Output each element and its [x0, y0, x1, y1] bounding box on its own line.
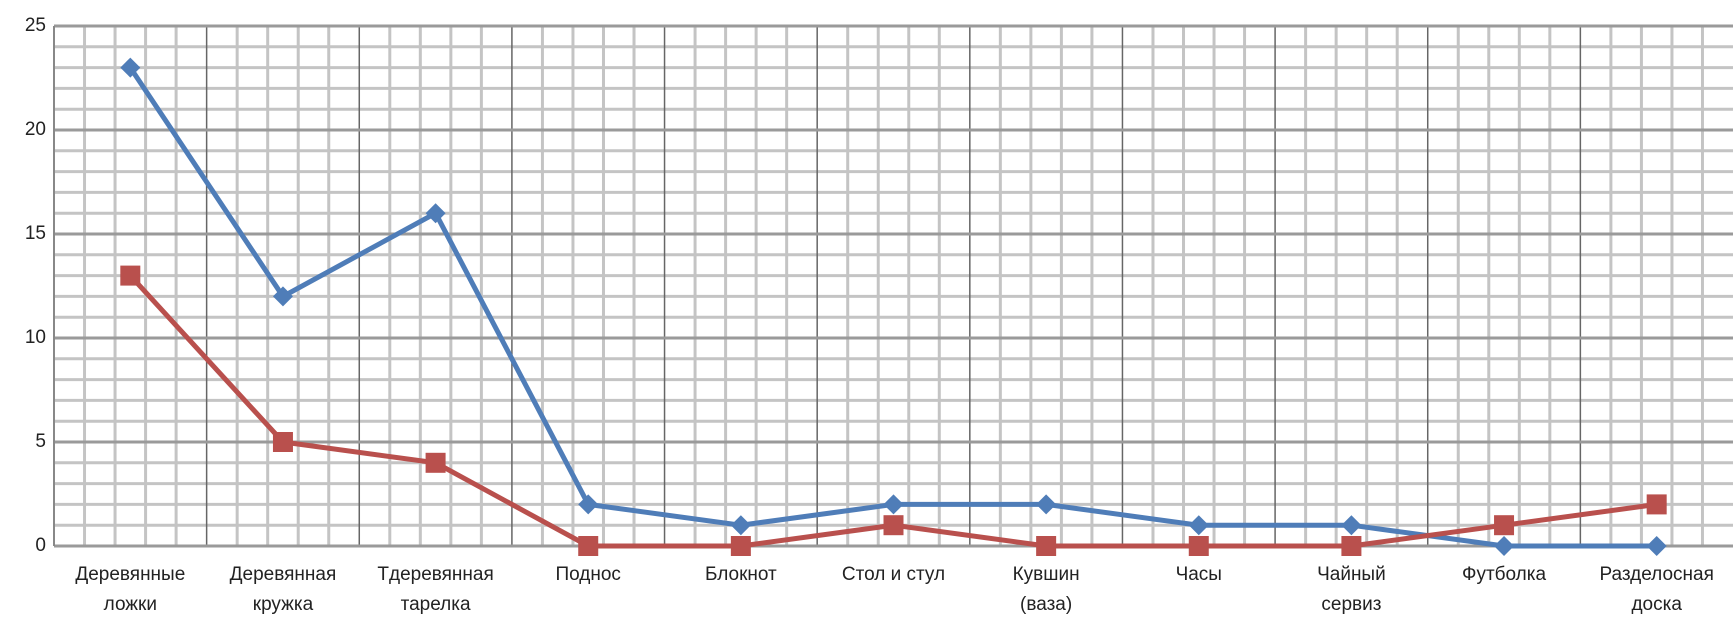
x-tick-label: Блокнот	[704, 564, 777, 585]
x-tick-label: Поднос	[555, 564, 621, 585]
marker	[1341, 515, 1362, 536]
x-tick-label: Разделосная доска	[1599, 564, 1714, 615]
marker	[578, 494, 599, 515]
marker	[1646, 494, 1667, 515]
x-tick-label: Деревянные ложки	[75, 564, 186, 615]
marker	[1341, 536, 1362, 556]
x-tick-label: Тдеревянная тарелка	[377, 564, 494, 615]
marker	[883, 515, 904, 536]
marker	[1188, 515, 1209, 536]
x-tick-label: Стол и стул	[841, 564, 946, 585]
marker	[730, 515, 751, 536]
marker	[120, 57, 141, 78]
marker	[1036, 536, 1057, 556]
x-tick-label: Футболка	[1462, 564, 1547, 585]
y-tick-label: 25	[25, 15, 46, 36]
marker	[425, 452, 446, 473]
y-tick-label: 15	[25, 223, 46, 244]
y-tick-label: 0	[35, 535, 46, 556]
y-tick-label: 10	[25, 327, 46, 348]
marker	[1188, 536, 1209, 556]
x-tick-label: Часы	[1175, 564, 1222, 585]
marker	[272, 432, 293, 452]
marker	[425, 203, 446, 224]
marker	[730, 536, 751, 556]
y-tick-label: 5	[35, 431, 46, 452]
marker	[1036, 494, 1057, 515]
x-tick-label: Чайный сервиз	[1317, 564, 1386, 615]
marker	[120, 265, 141, 286]
marker	[272, 286, 293, 307]
x-tick-label: Деревянная кружка	[229, 564, 337, 615]
marker	[1646, 536, 1667, 556]
x-tick-label: Кувшин (ваза)	[1012, 564, 1080, 615]
marker	[883, 494, 904, 515]
marker	[1494, 536, 1515, 556]
marker	[578, 536, 599, 556]
marker	[1494, 515, 1515, 536]
y-tick-label: 20	[25, 119, 46, 140]
